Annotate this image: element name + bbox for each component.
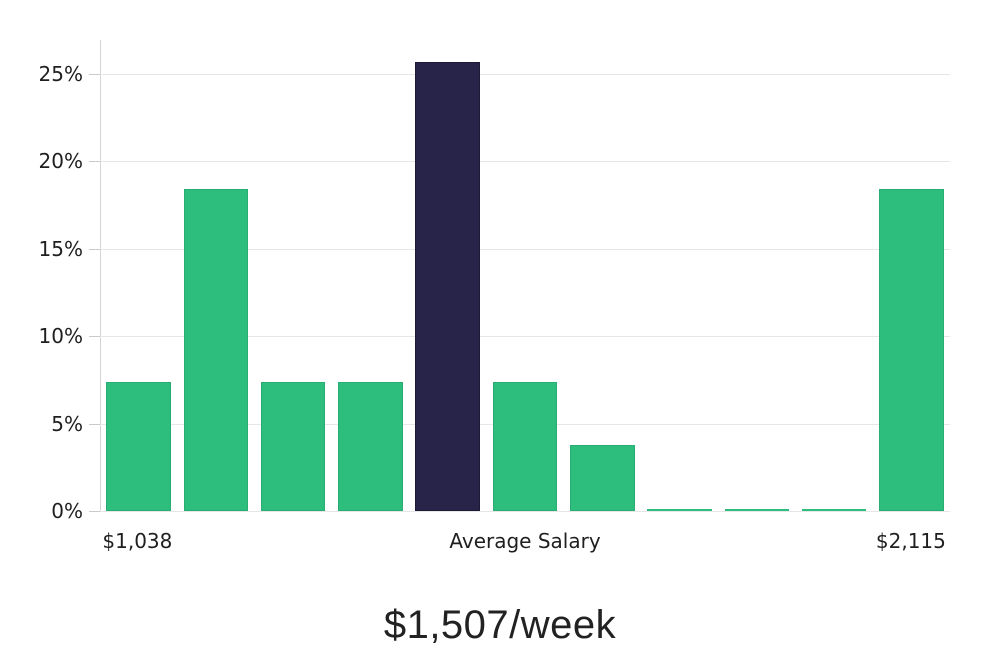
x-tick-label: Average Salary	[449, 529, 601, 553]
gridline-25%	[100, 73, 950, 75]
plot-area: 0% 5% 10% 15% 20% 25%	[39, 40, 950, 523]
y-tick-mark	[89, 511, 100, 512]
gridline-20%	[100, 161, 950, 163]
bar	[801, 509, 867, 511]
y-tick-mark	[89, 248, 100, 250]
bar-average-salary	[415, 61, 481, 511]
y-tick-mark	[89, 336, 100, 338]
y-tick-label: 25%	[38, 61, 83, 86]
bar	[492, 381, 558, 511]
y-tick-mark	[89, 73, 100, 75]
bar	[183, 189, 249, 511]
gridline-15%	[100, 248, 950, 250]
bar	[647, 509, 712, 511]
gridline-0%	[100, 511, 950, 512]
y-tick-mark	[89, 161, 100, 163]
x-tick-label: $2,115	[875, 529, 946, 553]
x-tick-label: $1,038	[102, 529, 173, 553]
y-tick-mark	[89, 423, 100, 425]
gridline-10%	[100, 336, 950, 338]
bar	[724, 509, 790, 511]
weekly-average-salary-caption: $1,507/week	[383, 603, 617, 647]
bar	[106, 381, 171, 511]
y-tick-label: 0%	[51, 499, 83, 523]
y-tick-label: 20%	[38, 149, 83, 174]
bar	[569, 444, 635, 511]
bar	[338, 381, 403, 511]
bar	[879, 189, 944, 511]
y-tick-label: 5%	[51, 411, 83, 436]
y-axis-line	[100, 40, 101, 512]
y-tick-label: 10%	[38, 324, 83, 349]
bar	[260, 381, 326, 511]
y-tick-label: 15%	[38, 236, 83, 261]
